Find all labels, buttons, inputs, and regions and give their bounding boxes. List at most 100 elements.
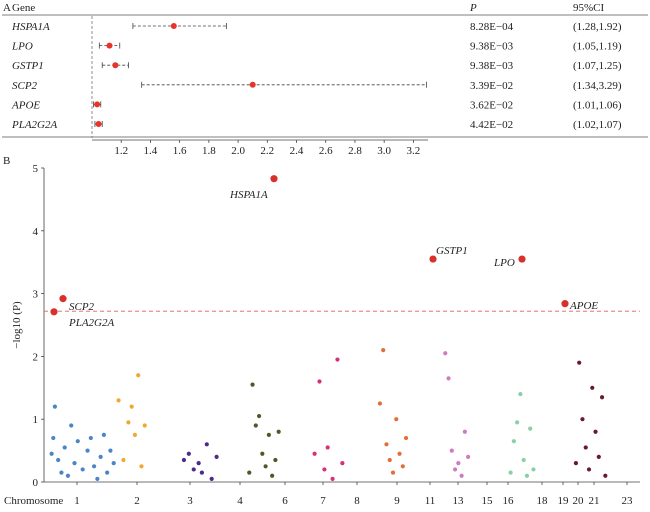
highlighted-snp-point (59, 295, 67, 303)
snp-point (121, 457, 126, 463)
highlighted-snp-point (518, 255, 526, 263)
chromosome-label: 21 (589, 495, 600, 507)
snp-point (312, 451, 317, 456)
snp-point (72, 461, 77, 466)
snp-point (253, 423, 258, 428)
x-tick-label: 2.0 (231, 145, 245, 157)
snp-point (459, 473, 464, 478)
snp-point (49, 451, 54, 456)
ci-value: (1.28,1.92) (573, 21, 622, 33)
snp-point (381, 348, 386, 353)
chromosome-label: 20 (573, 495, 585, 507)
x-tick-label: 1.8 (202, 145, 216, 157)
snp-point (596, 454, 601, 459)
snp-point (377, 401, 383, 406)
gene-label: GSTP1 (12, 60, 44, 72)
gene-label: PLA2G2A (11, 119, 58, 131)
snp-point (142, 423, 147, 428)
snp-point (132, 432, 138, 437)
x-tick-label: 1.2 (114, 145, 128, 157)
ci-value: (1.01,1.06) (573, 99, 622, 111)
snp-point (518, 391, 523, 397)
snp-point (108, 448, 113, 453)
snp-point (101, 432, 106, 437)
snp-point (317, 379, 322, 384)
snp-point (129, 404, 134, 409)
chromosome-label: 13 (453, 495, 465, 507)
chromosome-label: 18 (537, 495, 549, 507)
snp-point (209, 476, 214, 481)
snp-point (325, 445, 330, 450)
highlighted-snp-point (429, 255, 437, 263)
chromosome-label: 9 (394, 495, 400, 507)
panel-b-label: B (3, 155, 10, 167)
snp-point (449, 448, 454, 453)
highlighted-snp-point (50, 308, 58, 316)
snp-point (599, 395, 605, 400)
snp-point (256, 413, 262, 419)
chromosome-label: 23 (622, 495, 634, 507)
snp-point (105, 470, 110, 475)
snp-point (65, 473, 71, 478)
snp-point (69, 423, 74, 428)
highlighted-gene-label: PLA2G2A (68, 317, 115, 329)
snp-point (531, 467, 536, 472)
chromosome-label: 2 (134, 495, 140, 507)
odds-ratio-point (95, 121, 102, 127)
odds-ratio-point (112, 62, 119, 69)
snp-point (593, 429, 598, 434)
snp-point (98, 454, 103, 459)
p-value: 8.28E−04 (470, 21, 514, 33)
p-value: 4.42E−02 (470, 119, 513, 131)
y-tick-label: 2 (33, 351, 39, 363)
gene-label: HSPA1A (11, 21, 50, 33)
snp-point (528, 426, 533, 431)
highlighted-gene-label: APOE (569, 300, 598, 312)
x-tick-label: 2.4 (290, 145, 304, 157)
snp-point (524, 473, 530, 478)
x-axis-label: Chromosome (4, 495, 63, 507)
snp-point (276, 429, 281, 434)
gene-label: APOE (11, 99, 40, 111)
snp-point (266, 432, 271, 437)
y-tick-label: 3 (33, 289, 39, 301)
snp-point (508, 470, 513, 475)
x-tick-label: 3.0 (377, 145, 391, 157)
snp-point (603, 473, 608, 478)
gene-column-header: Gene (12, 2, 35, 14)
snp-point (263, 464, 268, 469)
panel-a-label: A (3, 2, 11, 14)
highlighted-gene-label: SCP2 (69, 301, 95, 313)
snp-point (400, 464, 405, 469)
snp-point (403, 435, 409, 441)
snp-point (196, 461, 201, 466)
snp-point (191, 467, 196, 472)
snp-point (92, 464, 97, 469)
odds-ratio-point (106, 42, 113, 49)
snp-point (80, 467, 85, 472)
snp-point (126, 420, 131, 425)
snp-point (273, 457, 278, 463)
highlighted-snp-point (561, 300, 569, 308)
odds-ratio-point (249, 81, 256, 88)
snp-point (580, 417, 585, 422)
snp-point (139, 464, 144, 469)
p-value: 3.39E−02 (470, 80, 513, 92)
x-tick-label: 2.6 (319, 145, 333, 157)
odds-ratio-point (94, 101, 101, 108)
x-tick-label: 3.2 (407, 145, 421, 157)
p-value: 9.38E−03 (470, 60, 514, 72)
snp-point (387, 457, 392, 463)
chromosome-label: 15 (482, 495, 494, 507)
snp-point (322, 467, 327, 472)
highlighted-gene-label: GSTP1 (436, 245, 468, 257)
ci-value: (1.02,1.07) (573, 119, 622, 131)
gene-label: SCP2 (12, 80, 38, 92)
snp-point (397, 451, 402, 456)
snp-point (247, 470, 252, 475)
snp-point (394, 417, 399, 422)
highlighted-snp-point (270, 175, 278, 183)
snp-point (181, 457, 187, 463)
chromosome-label: 3 (187, 495, 193, 507)
y-axis-label: −log10 (P) (11, 301, 23, 349)
